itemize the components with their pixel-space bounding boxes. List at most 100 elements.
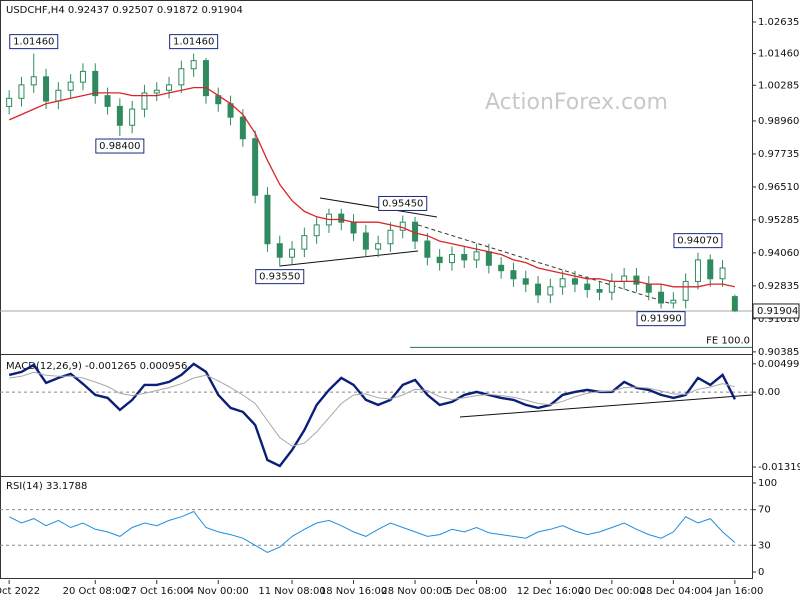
candle-body bbox=[670, 299, 677, 304]
candle-body bbox=[584, 283, 591, 291]
candle-body bbox=[67, 81, 74, 91]
x-tick-label: 18 Nov 16:00 bbox=[320, 586, 387, 597]
x-tick-label: 13 Oct 2022 bbox=[0, 586, 40, 597]
y-tick-label: 0.96510 bbox=[758, 182, 799, 193]
price-label-box bbox=[95, 138, 145, 154]
rsi-line bbox=[8, 510, 736, 553]
y-tick-label: 1.02635 bbox=[758, 17, 799, 28]
y-tick-label: 0.00 bbox=[758, 387, 780, 398]
candle-body bbox=[621, 275, 628, 282]
y-tick-label: 30 bbox=[758, 540, 771, 551]
candle-body bbox=[510, 270, 517, 280]
candle-body bbox=[301, 235, 308, 250]
x-tick-label: 11 Nov 08:00 bbox=[258, 586, 325, 597]
candle-body bbox=[547, 286, 554, 296]
candle-body bbox=[166, 84, 173, 91]
y-tick-label: 70 bbox=[758, 505, 771, 516]
candle-body bbox=[448, 254, 455, 264]
candle-body bbox=[387, 229, 394, 245]
price-label: 0.91990 bbox=[640, 314, 681, 325]
candle-body bbox=[719, 267, 726, 280]
x-tick-label: 28 Dec 04:00 bbox=[640, 586, 707, 597]
candle-body bbox=[18, 84, 25, 99]
watermark: ActionForex.com bbox=[485, 90, 668, 115]
y-tick-label: -0.013193 bbox=[758, 462, 800, 473]
chart-frame bbox=[0, 0, 753, 579]
candle-body bbox=[682, 280, 689, 301]
candle-body bbox=[264, 194, 271, 245]
x-tick-label: 4 Jan 16:00 bbox=[706, 586, 763, 597]
candle-body bbox=[79, 70, 86, 83]
y-tick-label: 0.004993 bbox=[758, 359, 800, 370]
x-tick-label: 20 Dec 00:00 bbox=[578, 586, 645, 597]
candle-body bbox=[116, 105, 123, 126]
chart-title: USDCHF,H4 0.92437 0.92507 0.91872 0.9190… bbox=[6, 5, 243, 16]
trend-line bbox=[279, 250, 419, 267]
last-price-label: 0.91904 bbox=[757, 306, 798, 317]
candle-body bbox=[658, 291, 665, 304]
candle-body bbox=[30, 76, 37, 86]
price-label: 1.01460 bbox=[13, 37, 54, 48]
candle-body bbox=[645, 283, 652, 293]
candle-body bbox=[276, 243, 283, 258]
x-tick-label: 20 Oct 08:00 bbox=[63, 586, 128, 597]
price-label: 0.95450 bbox=[382, 198, 423, 209]
y-tick-label: 1.01460 bbox=[758, 49, 799, 60]
fe-label: FE 100.0 bbox=[706, 335, 750, 346]
candle-body bbox=[375, 243, 382, 250]
candle-body bbox=[43, 76, 50, 102]
price-label: 0.93550 bbox=[259, 272, 300, 283]
candle-body bbox=[338, 213, 345, 223]
candle-body bbox=[350, 221, 357, 234]
candle-body bbox=[104, 95, 111, 107]
candle-body bbox=[129, 108, 136, 126]
y-tick-label: 0.95285 bbox=[758, 215, 799, 226]
candle-body bbox=[178, 68, 185, 86]
y-tick-label: 0.92835 bbox=[758, 281, 799, 292]
candle-body bbox=[55, 89, 62, 102]
candle-body bbox=[252, 138, 259, 196]
macd-title: MACD(12,26,9) -0.001265 0.000956 bbox=[6, 361, 187, 372]
projection-line bbox=[417, 224, 673, 305]
candle-body bbox=[141, 92, 148, 110]
x-tick-label: 12 Dec 16:00 bbox=[517, 586, 584, 597]
price-label: 0.98400 bbox=[99, 141, 140, 152]
candle-body bbox=[202, 60, 209, 97]
candle-body bbox=[153, 89, 160, 94]
candle-body bbox=[362, 232, 369, 250]
price-label-box bbox=[673, 233, 723, 249]
candle-body bbox=[633, 275, 640, 285]
candle-body bbox=[436, 256, 443, 264]
candle-body bbox=[694, 259, 701, 282]
candle-body bbox=[313, 224, 320, 237]
y-tick-label: 0.98960 bbox=[758, 116, 799, 127]
candle-body bbox=[596, 289, 603, 293]
candle-body bbox=[6, 97, 13, 107]
x-tick-label: 28 Nov 00:00 bbox=[381, 586, 448, 597]
moving-average bbox=[8, 86, 736, 288]
signal-line bbox=[9, 371, 736, 447]
candle-body bbox=[707, 259, 714, 280]
y-tick-label: 0.90385 bbox=[758, 347, 799, 358]
candle-body bbox=[239, 116, 246, 140]
candle-body bbox=[424, 240, 431, 258]
last-price-box bbox=[752, 303, 800, 319]
y-tick-label: 0 bbox=[758, 567, 764, 578]
candle-body bbox=[498, 264, 505, 272]
candle-body bbox=[731, 296, 738, 312]
candle-body bbox=[522, 278, 529, 285]
y-tick-label: 0.94060 bbox=[758, 248, 799, 259]
candle-body bbox=[92, 70, 99, 97]
y-tick-label: 0.97735 bbox=[758, 149, 799, 160]
candle-body bbox=[485, 251, 492, 266]
price-label-box bbox=[255, 269, 305, 285]
x-tick-label: 5 Dec 08:00 bbox=[446, 586, 507, 597]
price-label: 1.01460 bbox=[173, 37, 214, 48]
candle-body bbox=[473, 251, 480, 261]
candle-body bbox=[535, 283, 542, 296]
y-tick-label: 1.00285 bbox=[758, 80, 799, 91]
candle-body bbox=[399, 221, 406, 231]
candle-body bbox=[289, 248, 296, 258]
candle-body bbox=[559, 278, 566, 288]
